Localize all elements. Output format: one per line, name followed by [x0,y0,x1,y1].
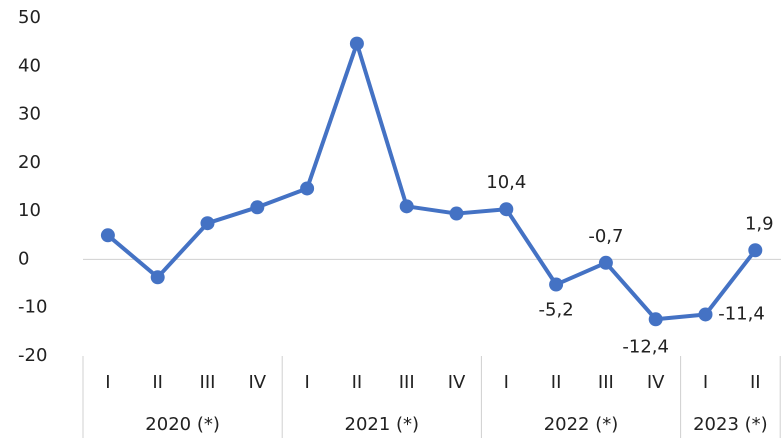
marker [250,200,265,215]
x-tick-label: II [152,372,163,393]
x-tick-label: IV [647,372,665,393]
y-tick-label: 0 [18,248,29,269]
marker [748,243,763,258]
data-label: 10,4 [486,172,526,193]
x-tick-label: III [598,372,614,393]
group-label: 2023 (*) [693,414,768,435]
group-label: 2021 (*) [345,414,420,435]
marker [648,312,663,327]
y-tick-label: 40 [18,55,41,76]
marker [499,202,514,217]
line [106,41,757,322]
data-label: -11,4 [718,303,765,324]
marker [449,206,464,221]
x-tick-label: I [304,372,309,393]
data-label: -5,2 [539,300,574,321]
x-tick-label: I [504,372,509,393]
y-tick-label: 10 [18,200,41,221]
marker [698,307,713,322]
x-tick-label: IV [248,372,266,393]
y-tick-label: -20 [18,345,47,366]
marker [549,277,564,292]
data-label: -0,7 [588,226,623,247]
marker [399,199,414,214]
marker [349,36,364,51]
y-tick-label: 20 [18,152,41,173]
y-tick-label: 50 [18,7,41,28]
x-tick-label: I [703,372,708,393]
marker [598,255,613,270]
x-tick-label: III [200,372,216,393]
group-label: 2022 (*) [544,414,619,435]
x-tick-label: II [750,372,761,393]
x-tick-label: IV [448,372,466,393]
marker [100,228,115,243]
x-tick-label: II [551,372,562,393]
marker [300,181,315,196]
y-tick-label: 30 [18,104,41,125]
data-label: 1,9 [745,213,774,234]
group-label: 2020 (*) [145,414,220,435]
x-tick-label: III [399,372,415,393]
data-label: -12,4 [622,336,669,357]
x-tick-label: II [352,372,363,393]
marker [200,216,215,231]
y-tick-label: -10 [18,297,47,318]
x-tick-label: I [105,372,110,393]
marker [150,270,165,285]
